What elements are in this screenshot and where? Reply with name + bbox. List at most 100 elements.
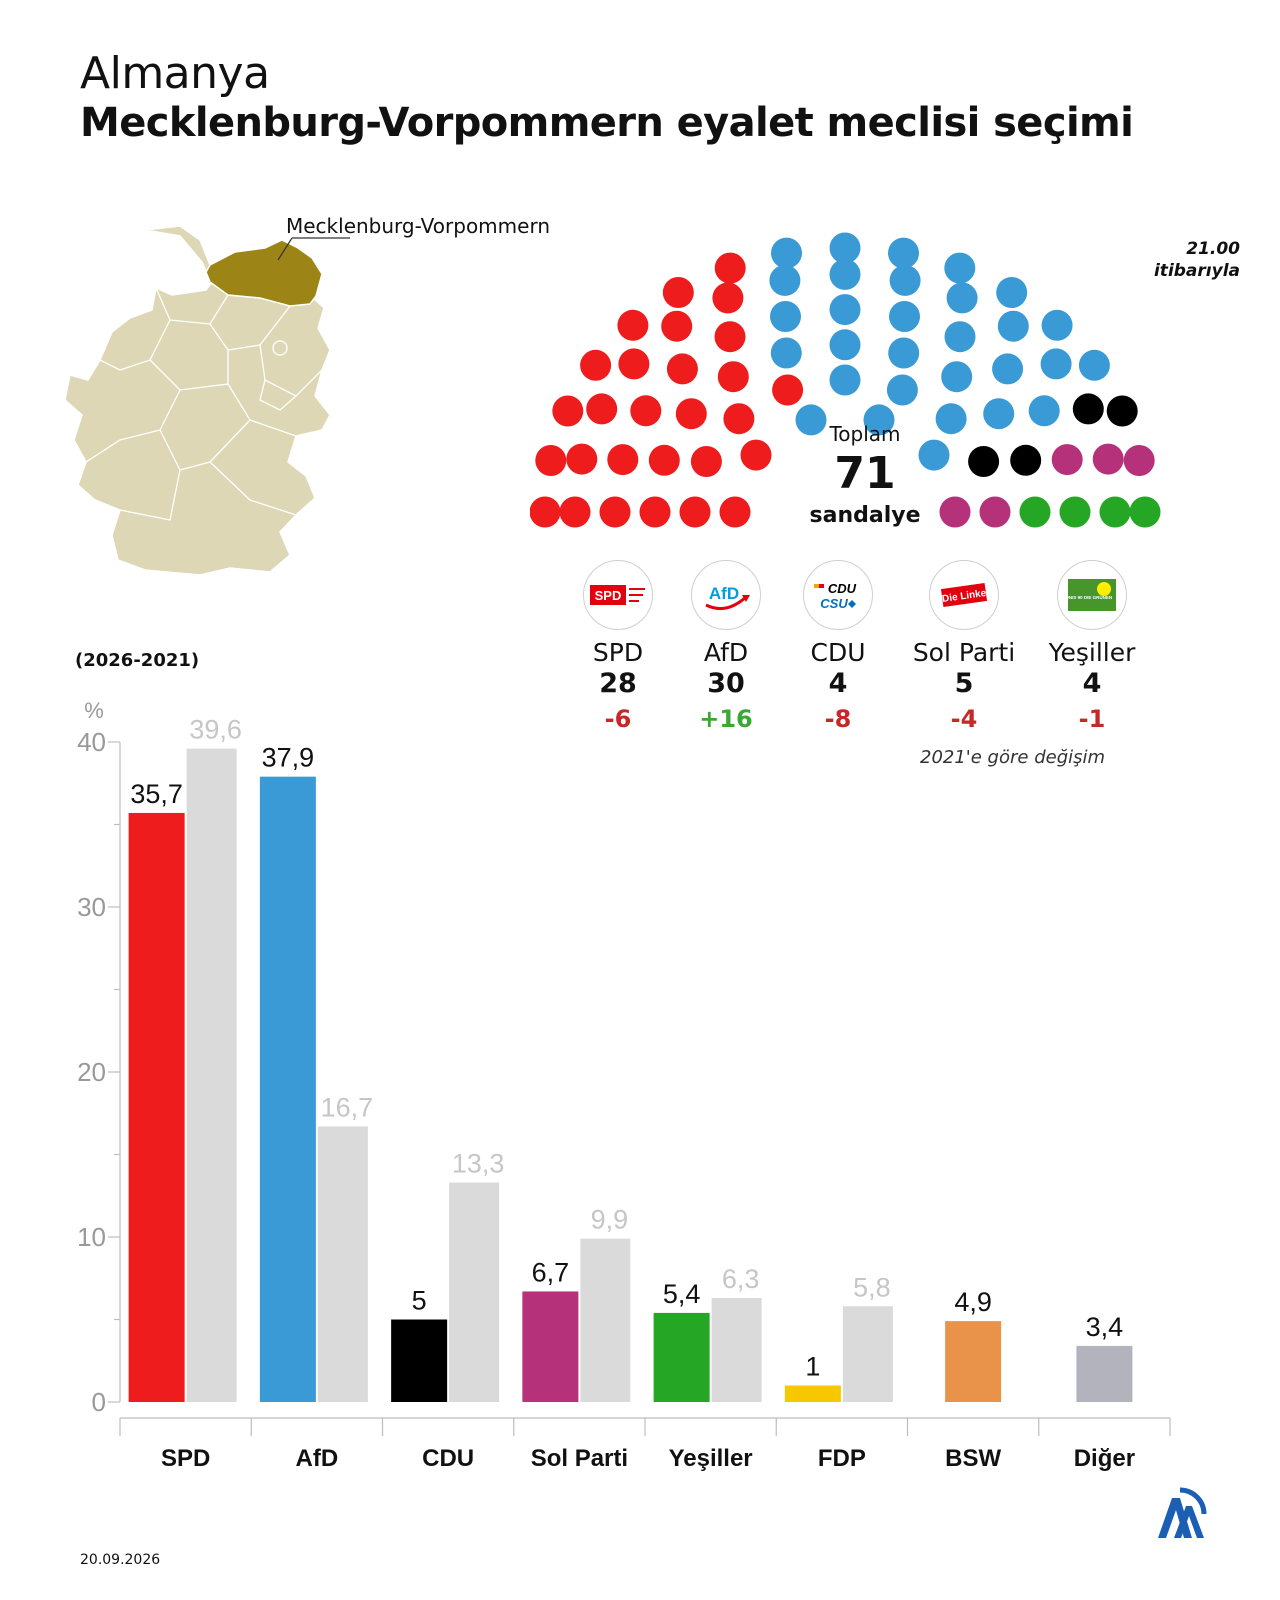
bar-2021-4 (711, 1298, 762, 1402)
bar-2026-5 (784, 1385, 841, 1402)
seat-afd (1040, 348, 1072, 380)
time-note-text: itibarıyla (1153, 261, 1240, 281)
seat-yeşiller (1059, 496, 1091, 528)
seat-afd (795, 404, 827, 436)
svg-text:CDU: CDU (828, 581, 857, 596)
party-seat-change: -1 (1078, 705, 1106, 733)
seat-afd (1078, 349, 1110, 381)
bar-2021-3 (580, 1238, 631, 1402)
seat-afd (935, 403, 967, 435)
seat-cdu (1010, 444, 1042, 476)
total-seats-value: 71 (834, 448, 896, 499)
seat-sol-parti (939, 496, 971, 528)
bar-2026-2 (391, 1319, 448, 1402)
y-tick-label: 20 (77, 1057, 106, 1087)
gruene-logo-icon: BÜNDNIS 90 DIE GRÜNEN (1057, 560, 1127, 630)
seat-spd (586, 393, 618, 425)
seat-afd (829, 294, 861, 326)
seat-afd (941, 361, 973, 393)
y-tick-label: 10 (77, 1222, 106, 1252)
seat-yeşiller (1129, 496, 1161, 528)
bar-2026-7 (1076, 1345, 1133, 1402)
cdu-csu-logo-icon: CDU CSU (803, 560, 873, 630)
bar-2021-label: 5,8 (853, 1272, 891, 1302)
change-note: 2021'e göre değişim (920, 747, 1106, 768)
seat-spd (690, 446, 722, 477)
bar-2026-label: 37,9 (262, 743, 315, 773)
party-seat-count: 4 (828, 668, 848, 699)
seat-spd (639, 496, 671, 528)
seat-afd (996, 277, 1028, 308)
seat-cdu (1106, 395, 1138, 427)
seat-spd (648, 444, 680, 476)
bar-2021-label: 39,6 (189, 715, 242, 745)
period-label: (2026-2021) (75, 650, 200, 671)
x-category-label: SPD (161, 1445, 210, 1472)
seat-afd (1041, 309, 1073, 341)
bar-2026-6 (945, 1321, 1002, 1402)
seat-afd (771, 237, 802, 269)
seat-spd (535, 445, 567, 476)
bar-2026-4 (653, 1312, 710, 1402)
svg-text:BÜNDNIS 90 DIE GRÜNEN: BÜNDNIS 90 DIE GRÜNEN (1062, 594, 1112, 600)
seat-afd (829, 258, 861, 290)
seat-afd (944, 252, 976, 284)
party-name: Sol Parti (912, 638, 1016, 667)
seat-spd (740, 439, 772, 471)
party-seat-count: 4 (1082, 668, 1102, 699)
seat-sol-parti (1092, 443, 1124, 475)
seat-spd (675, 398, 707, 430)
seat-sol-parti (1123, 445, 1155, 476)
total-seats-unit: sandalye (809, 503, 921, 528)
seat-hemicycle (530, 232, 1161, 528)
bar-2021-label: 13,3 (452, 1149, 505, 1179)
seat-yeşiller (1019, 496, 1051, 528)
bar-2026-label: 3,4 (1086, 1312, 1124, 1342)
total-seats-label: Toplam (829, 422, 901, 446)
seat-afd (918, 439, 950, 471)
x-category-label: FDP (818, 1445, 866, 1472)
seat-afd (992, 353, 1024, 385)
seat-afd (829, 329, 861, 361)
party-summary-afd: AfD AfD 30 +16 (661, 560, 791, 734)
seat-spd (566, 443, 598, 475)
seat-spd (666, 353, 698, 385)
seat-afd (1028, 395, 1060, 427)
mecklenburg-vorpommern-region (205, 239, 323, 307)
seat-spd (662, 277, 694, 308)
germany-map-shape (64, 225, 331, 576)
seat-spd (618, 348, 650, 380)
party-seat-change: -8 (824, 705, 852, 733)
seat-afd (889, 264, 921, 296)
bar-2026-label: 1 (805, 1352, 820, 1382)
x-category-label: BSW (945, 1445, 1001, 1472)
bar-2026-label: 5 (412, 1286, 427, 1316)
footer-date: 20.09.2026 (80, 1552, 161, 1568)
supertitle: Almanya (80, 48, 270, 99)
seat-afd (889, 301, 920, 332)
time-note: 21.00 itibarıyla (1100, 238, 1240, 282)
party-summary-spd: SPD SPD 28 -6 (553, 560, 683, 734)
party-name: AfD (703, 638, 749, 667)
state-borders (85, 287, 323, 521)
seat-spd (580, 349, 612, 381)
svg-text:AfD: AfD (709, 584, 739, 603)
seat-afd (829, 232, 861, 264)
party-name: Yeşiller (1048, 638, 1136, 667)
seat-cdu (1072, 393, 1104, 425)
seat-afd (944, 321, 976, 353)
bar-2021-label: 6,3 (722, 1264, 760, 1294)
seat-afd (769, 264, 801, 296)
x-category-label: Yeşiller (669, 1445, 753, 1472)
afd-logo-icon: AfD (691, 560, 761, 630)
seat-spd (679, 496, 711, 528)
party-name: SPD (592, 638, 644, 667)
seat-spd (723, 403, 755, 435)
seat-spd (552, 395, 584, 427)
seat-afd (886, 374, 918, 406)
bar-2021-label: 9,9 (591, 1205, 629, 1235)
bar-2026-3 (522, 1291, 579, 1402)
seat-afd (888, 237, 919, 269)
y-tick-label: 0 (92, 1387, 106, 1417)
